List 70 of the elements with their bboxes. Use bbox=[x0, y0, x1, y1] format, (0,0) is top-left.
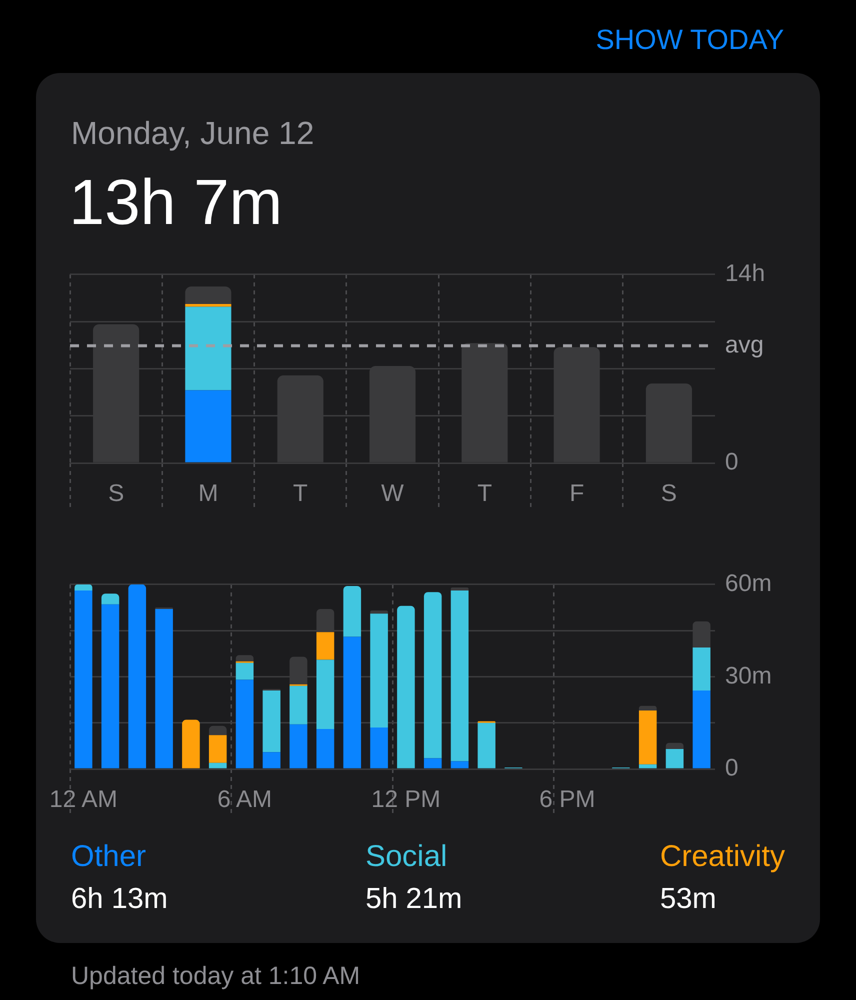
x-tick-label: S bbox=[660, 480, 677, 508]
x-tick-label: T bbox=[293, 480, 308, 508]
bar bbox=[236, 662, 254, 680]
x-tick-label: 12 PM bbox=[371, 786, 441, 814]
x-tick-label: 12 AM bbox=[49, 786, 118, 814]
text: Creativity bbox=[660, 839, 785, 875]
bar bbox=[185, 304, 232, 307]
bar bbox=[450, 587, 469, 591]
bar bbox=[638, 710, 657, 764]
bar bbox=[450, 761, 469, 768]
bar bbox=[101, 594, 120, 604]
bar bbox=[185, 390, 232, 462]
bar bbox=[290, 724, 308, 768]
bar bbox=[692, 690, 710, 768]
x-tick-label: W bbox=[381, 480, 404, 508]
x-tick-label: S bbox=[108, 480, 124, 508]
chart-subtitle: 13h 7m bbox=[69, 165, 282, 240]
ref-line-label: avg bbox=[725, 331, 764, 358]
text: Updated today at 1:10 AM bbox=[71, 961, 360, 992]
bar bbox=[208, 735, 227, 763]
bar bbox=[74, 584, 92, 591]
x-tick-label: T bbox=[477, 480, 492, 508]
bar bbox=[316, 632, 334, 660]
text: 53m bbox=[660, 882, 716, 917]
bar bbox=[236, 680, 254, 768]
x-tick-label: F bbox=[569, 480, 584, 508]
bar bbox=[424, 592, 442, 758]
text: 5h 21m bbox=[365, 882, 462, 917]
y-tick-label: 0 bbox=[725, 448, 738, 476]
bar bbox=[424, 758, 442, 768]
y-tick-label: 14h bbox=[725, 260, 766, 288]
bar bbox=[185, 306, 232, 390]
y-tick-label: 30m bbox=[725, 662, 772, 690]
bar bbox=[370, 610, 388, 614]
bar bbox=[370, 727, 388, 768]
y-tick-label: 60m bbox=[725, 570, 772, 598]
text: 6h 13m bbox=[71, 882, 168, 917]
text: SHOW TODAY bbox=[596, 23, 784, 57]
bar bbox=[290, 686, 308, 724]
bar bbox=[208, 762, 227, 768]
bar bbox=[316, 729, 334, 768]
bar bbox=[370, 614, 388, 728]
bar bbox=[262, 752, 280, 768]
bar bbox=[343, 586, 362, 637]
y-tick-label: 0 bbox=[725, 754, 738, 782]
bar bbox=[343, 636, 362, 768]
bar bbox=[74, 590, 92, 768]
text: Social bbox=[365, 839, 448, 875]
bar bbox=[128, 584, 146, 768]
bar bbox=[638, 706, 657, 711]
bar bbox=[450, 590, 469, 762]
bar bbox=[236, 655, 254, 662]
text: Other bbox=[71, 839, 146, 875]
bar bbox=[101, 604, 120, 768]
bar bbox=[262, 690, 280, 752]
bar bbox=[185, 286, 232, 304]
bar bbox=[638, 764, 657, 768]
bar bbox=[208, 726, 227, 736]
bar bbox=[155, 609, 173, 768]
x-tick-label: 6 AM bbox=[217, 786, 272, 814]
bar bbox=[692, 647, 710, 691]
chart-title: Monday, June 12 bbox=[71, 114, 314, 153]
x-tick-label: 6 PM bbox=[539, 786, 596, 814]
bar bbox=[182, 720, 200, 768]
bar bbox=[397, 606, 415, 768]
bar bbox=[478, 722, 496, 768]
x-tick-label: M bbox=[198, 480, 218, 508]
bar bbox=[316, 660, 334, 730]
bar bbox=[666, 749, 684, 768]
bar bbox=[666, 742, 684, 749]
